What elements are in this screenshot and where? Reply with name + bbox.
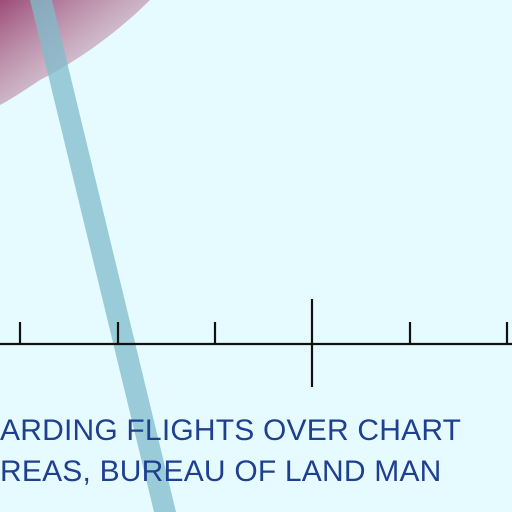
scale-bar: [0, 299, 512, 387]
chart-note-line-1: ARDING FLIGHTS OVER CHART: [0, 414, 462, 447]
special-use-airspace-area: [0, 0, 150, 105]
airway-band: [30, 0, 176, 512]
chart-note-line-2: REAS, BUREAU OF LAND MAN: [0, 455, 442, 488]
